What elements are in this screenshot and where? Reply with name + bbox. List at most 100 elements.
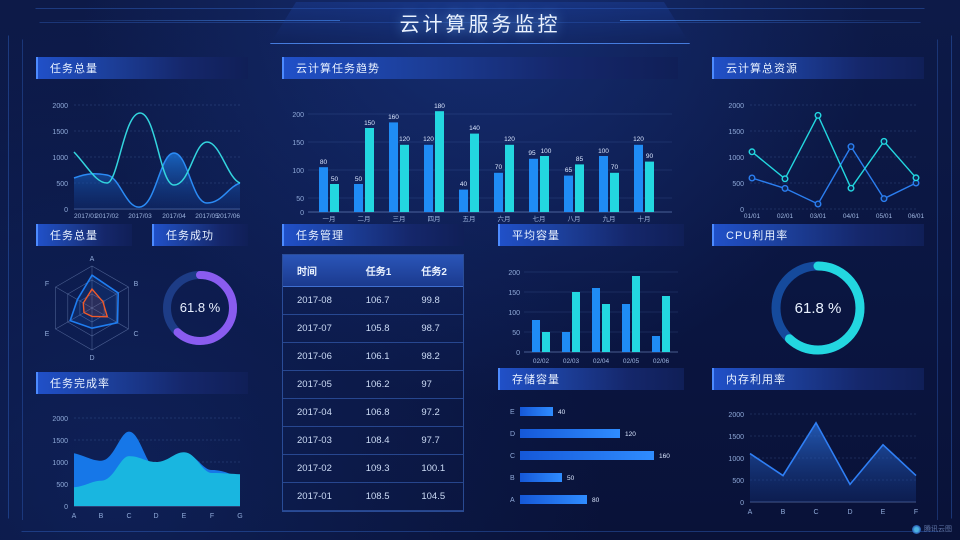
table-row[interactable]: 2017-06 106.1 98.2 xyxy=(283,342,463,371)
radar-axis-b: B xyxy=(134,281,139,288)
radar-axis-f: F xyxy=(45,281,49,288)
column-header-time[interactable]: 时间 xyxy=(283,255,352,287)
panel-body: 61.8 % xyxy=(712,246,924,377)
svg-text:2017/05: 2017/05 xyxy=(195,213,219,219)
gauge-value: 61.8 % xyxy=(795,300,842,317)
svg-text:02/03: 02/03 xyxy=(563,358,580,365)
panel-body: 2000 1500 1000 500 0 A B C D E F xyxy=(712,390,924,525)
hbar-value-d: 120 xyxy=(625,431,636,438)
header-wing-left xyxy=(40,20,340,21)
table-row[interactable]: 2017-01 108.5 104.5 xyxy=(283,482,463,511)
svg-text:2000: 2000 xyxy=(728,412,744,419)
svg-text:120: 120 xyxy=(423,136,434,143)
svg-text:150: 150 xyxy=(292,140,304,147)
svg-text:65: 65 xyxy=(565,167,573,174)
hbar-value-c: 160 xyxy=(659,453,670,460)
panel-body: 61.8 % xyxy=(152,246,248,369)
svg-text:1500: 1500 xyxy=(52,438,68,445)
panel-title: 云计算任务趋势 xyxy=(296,63,380,75)
panel-body: 2000 1500 1000 500 0 01/01 02/01 03/01 xyxy=(712,79,924,224)
panel-header: 内存利用率 xyxy=(712,368,924,390)
task-table-wrapper[interactable]: 时间 任务1 任务2 2017-08 106.7 99.8 2017-07 10… xyxy=(282,254,464,512)
panel-header: 任务完成率 xyxy=(36,372,248,394)
panel-cpu-usage: CPU利用率 61.8 % xyxy=(712,224,924,377)
hbar-value-a: 80 xyxy=(592,497,600,504)
panel-title: 任务成功 xyxy=(166,230,214,242)
panel-memory-usage: 内存利用率 2000 1500 1000 500 0 xyxy=(712,368,924,525)
header-plate: 云计算服务监控 xyxy=(270,2,690,44)
svg-text:0: 0 xyxy=(64,504,68,511)
chart-avg-capacity: 200 150 100 50 0 02/02 02/03 02/04 02/05 xyxy=(508,270,678,365)
svg-text:50: 50 xyxy=(296,196,304,203)
cell-time: 2017-06 xyxy=(283,342,352,371)
svg-text:0: 0 xyxy=(740,207,744,214)
panel-avg-capacity: 平均容量 200 150 100 50 0 02/02 02/03 xyxy=(498,224,684,377)
svg-text:500: 500 xyxy=(56,181,68,188)
panel-storage-capacity: 存储容量 E 40 D 120 C 160 B 50 xyxy=(498,368,684,517)
cell-task1: 108.4 xyxy=(351,426,408,455)
hbar-label-b: B xyxy=(510,475,515,482)
svg-text:2017/02: 2017/02 xyxy=(95,213,119,219)
column-header-task1[interactable]: 任务1 xyxy=(351,255,408,287)
svg-text:D: D xyxy=(847,509,852,516)
radar-axis-a: A xyxy=(90,256,95,263)
cell-task1: 106.2 xyxy=(351,370,408,399)
panel-title: 任务管理 xyxy=(296,230,344,242)
panel-total-resource: 云计算总资源 2000 1500 1000 500 0 xyxy=(712,57,925,224)
svg-text:二月: 二月 xyxy=(358,215,371,223)
cell-task2: 97.2 xyxy=(407,398,463,427)
svg-text:四月: 四月 xyxy=(428,215,441,223)
table-row[interactable]: 2017-03 108.4 97.7 xyxy=(283,426,463,455)
svg-text:50: 50 xyxy=(512,330,520,337)
panel-title: 任务总量 xyxy=(50,63,98,75)
svg-text:2017/06: 2017/06 xyxy=(217,213,241,219)
svg-text:150: 150 xyxy=(508,290,520,297)
svg-text:1000: 1000 xyxy=(52,460,68,467)
svg-text:70: 70 xyxy=(495,164,503,171)
cell-time: 2017-01 xyxy=(283,482,352,511)
svg-text:120: 120 xyxy=(504,136,515,143)
table-row[interactable]: 2017-07 105.8 98.7 xyxy=(283,314,463,343)
svg-text:G: G xyxy=(237,513,242,520)
column-header-task2[interactable]: 任务2 xyxy=(407,255,463,287)
svg-text:一月: 一月 xyxy=(323,215,336,223)
svg-text:500: 500 xyxy=(732,478,744,485)
table-row[interactable]: 2017-02 109.3 100.1 xyxy=(283,454,463,483)
svg-text:100: 100 xyxy=(598,148,609,155)
panel-total-tasks-radar: 任务总量 A B C D E F xyxy=(36,224,139,371)
svg-text:1000: 1000 xyxy=(728,456,744,463)
svg-text:50: 50 xyxy=(331,176,339,183)
panel-task-success: 任务成功 61.8 % xyxy=(152,224,248,369)
panel-title: CPU利用率 xyxy=(726,230,789,242)
svg-text:八月: 八月 xyxy=(568,215,581,223)
svg-text:1000: 1000 xyxy=(52,155,68,162)
panel-header: CPU利用率 xyxy=(712,224,924,246)
svg-text:40: 40 xyxy=(460,181,468,188)
svg-text:50: 50 xyxy=(355,176,363,183)
cell-time: 2017-02 xyxy=(283,454,352,483)
cell-task1: 106.7 xyxy=(351,286,408,315)
panel-body: 2000 1500 1000 500 0 2017/01 2017/02 201… xyxy=(36,79,248,224)
table-row[interactable]: 2017-04 106.8 97.2 xyxy=(283,398,463,427)
svg-text:1000: 1000 xyxy=(728,155,744,162)
panel-body: 2000 1500 1000 500 0 A B C D E F G xyxy=(36,394,248,527)
svg-text:2017/03: 2017/03 xyxy=(128,213,152,219)
svg-text:100: 100 xyxy=(541,148,552,155)
svg-text:03/01: 03/01 xyxy=(810,213,827,219)
table-row[interactable]: 2017-08 106.7 99.8 xyxy=(283,286,463,315)
svg-text:90: 90 xyxy=(646,153,654,160)
table-row[interactable]: 2017-05 106.2 97 xyxy=(283,370,463,399)
cell-time: 2017-04 xyxy=(283,398,352,427)
cell-task2: 98.7 xyxy=(407,314,463,343)
hbar-label-c: C xyxy=(510,453,515,460)
svg-text:七月: 七月 xyxy=(533,214,546,223)
radar-axis-e: E xyxy=(45,331,50,338)
svg-text:B: B xyxy=(99,513,104,520)
panel-header: 任务成功 xyxy=(152,224,248,246)
cell-task1: 105.8 xyxy=(351,314,408,343)
panel-header: 任务管理 xyxy=(282,224,464,246)
svg-text:120: 120 xyxy=(633,136,644,143)
chart-completion-rate: 2000 1500 1000 500 0 A B C D E F G xyxy=(52,416,242,520)
panel-header: 任务总量 xyxy=(36,57,248,79)
svg-text:100: 100 xyxy=(508,310,520,317)
